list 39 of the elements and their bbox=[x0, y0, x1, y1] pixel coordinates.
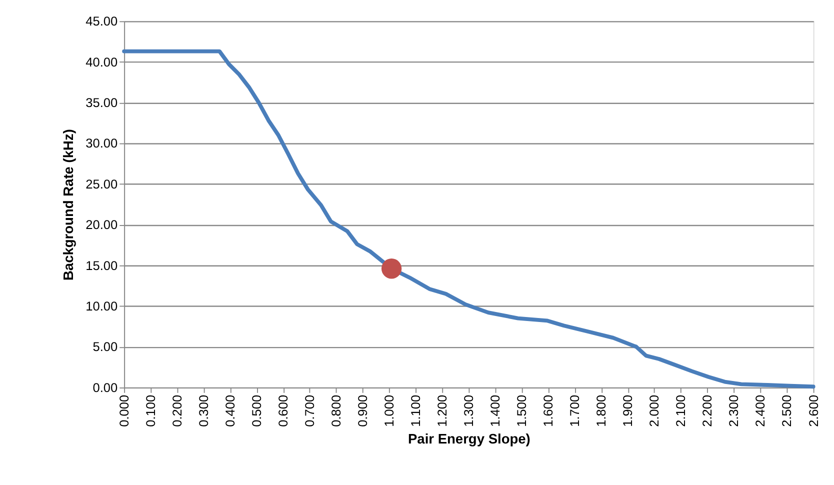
x-tick-label: 1.800 bbox=[594, 394, 609, 427]
x-tick-label: 0.200 bbox=[170, 394, 185, 427]
x-tick-label: 1.000 bbox=[382, 394, 397, 427]
x-tick-label: 0.900 bbox=[355, 394, 370, 427]
x-tick-label: 2.000 bbox=[646, 394, 662, 427]
x-tick-label: 0.800 bbox=[328, 394, 344, 427]
y-tick-label: 5.00 bbox=[92, 339, 118, 354]
x-tick-label: 1.400 bbox=[488, 394, 503, 427]
x-tick-label: 0.100 bbox=[143, 394, 158, 427]
x-tick-label: 1.100 bbox=[408, 394, 424, 427]
x-tick-label: 2.200 bbox=[700, 394, 715, 427]
x-tick-label: 1.900 bbox=[620, 394, 636, 427]
x-tick-label: 2.500 bbox=[779, 394, 794, 427]
x-tick-label: 1.700 bbox=[567, 394, 582, 427]
x-tick-label: 2.400 bbox=[752, 394, 768, 427]
x-tick-label: 2.600 bbox=[806, 394, 821, 427]
y-tick-label: 40.00 bbox=[86, 54, 118, 70]
x-tick-label: 0.400 bbox=[222, 394, 238, 427]
y-tick-label: 15.00 bbox=[86, 258, 118, 273]
x-tick-label: 1.300 bbox=[461, 394, 476, 427]
y-tick-label: 0.00 bbox=[92, 380, 118, 395]
y-tick-label: 20.00 bbox=[86, 217, 118, 232]
y-tick-label: 45.00 bbox=[86, 14, 118, 29]
x-tick-label: 0.000 bbox=[116, 394, 132, 427]
x-tick-label: 0.300 bbox=[196, 394, 212, 427]
y-tick-label: 35.00 bbox=[86, 95, 118, 110]
x-tick-label: 1.500 bbox=[514, 394, 530, 427]
x-tick-label: 2.100 bbox=[673, 394, 688, 427]
x-tick-label: 1.200 bbox=[434, 394, 450, 427]
y-axis-title: Background Rate (kHz) bbox=[60, 129, 76, 281]
x-tick-label: 0.600 bbox=[276, 394, 291, 427]
x-tick-label: 0.700 bbox=[302, 394, 318, 427]
x-tick-label: 0.500 bbox=[249, 394, 264, 427]
y-tick-label: 25.00 bbox=[86, 176, 118, 192]
x-axis-title: Pair Energy Slope) bbox=[408, 432, 530, 447]
x-tick-label: 2.300 bbox=[726, 394, 742, 427]
y-tick-label: 10.00 bbox=[86, 298, 118, 314]
y-tick-label: 30.00 bbox=[86, 136, 118, 151]
x-tick-label: 1.600 bbox=[540, 394, 556, 427]
